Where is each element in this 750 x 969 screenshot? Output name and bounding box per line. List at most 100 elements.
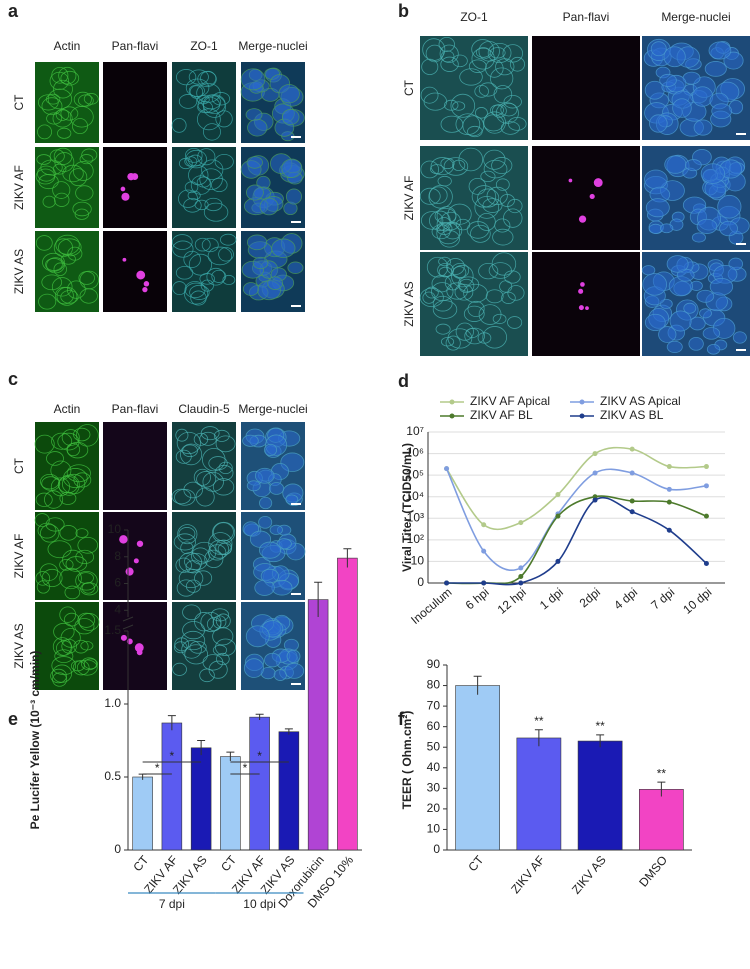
x-tick-label: 2dpi [577, 585, 603, 610]
cell [215, 110, 233, 128]
cell [436, 222, 461, 245]
cell [63, 612, 80, 627]
legend-swatch [449, 399, 455, 405]
point [481, 522, 487, 528]
cell [281, 158, 303, 179]
cell [471, 185, 497, 208]
cell [203, 202, 229, 222]
cell [420, 160, 440, 179]
x-tick-label: ZIKV AF [508, 853, 547, 896]
point [518, 574, 524, 580]
error-bar [473, 675, 482, 695]
error-bar [596, 734, 605, 748]
cell [691, 86, 714, 107]
cell [696, 218, 718, 234]
x-tick-label: CT [465, 852, 486, 874]
cell [176, 579, 196, 597]
y-tick-label: 60 [427, 719, 441, 733]
cell [708, 41, 732, 60]
micrograph-image [35, 602, 99, 690]
cell [219, 233, 237, 246]
cell [246, 156, 263, 169]
x-tick-label: ZIKV AS [569, 853, 609, 897]
micrograph-image [420, 36, 528, 140]
point [666, 527, 672, 533]
cell [438, 256, 452, 267]
cell [693, 119, 713, 136]
cell [483, 111, 506, 134]
row-label: ZIKV AS [12, 623, 26, 668]
cell [208, 532, 233, 555]
cell [260, 568, 279, 584]
bar [639, 789, 684, 851]
micrograph-image [35, 62, 99, 143]
point [629, 470, 635, 476]
cell [52, 672, 68, 687]
cell [180, 443, 203, 466]
cell [242, 282, 260, 296]
cell [247, 118, 268, 137]
error-bar [167, 715, 176, 731]
cell [208, 660, 228, 679]
legend-label: ZIKV AF BL [470, 408, 533, 422]
panel-letter: d [398, 371, 409, 391]
cell [474, 85, 489, 98]
cell [215, 652, 230, 666]
cell [440, 115, 464, 133]
cell [691, 232, 706, 243]
infected-cell [142, 286, 148, 293]
cell [202, 123, 221, 141]
cell [222, 274, 236, 286]
cell [73, 472, 92, 488]
cell [706, 343, 721, 355]
cell [509, 56, 525, 72]
cell [211, 177, 228, 193]
cell [171, 117, 187, 133]
micrograph [420, 36, 528, 140]
cell [37, 522, 57, 539]
cell [650, 41, 667, 57]
cell [171, 488, 192, 505]
micrograph [171, 231, 237, 312]
panel-letter: c [8, 369, 18, 389]
cell [642, 273, 668, 296]
y-tick-label: 8 [114, 549, 121, 563]
cell [38, 293, 57, 310]
cell [54, 649, 74, 664]
cell [194, 570, 213, 586]
cell [176, 431, 201, 455]
cell [187, 190, 201, 201]
cell [175, 265, 194, 280]
y-tick-label: 4 [114, 602, 121, 616]
cell [203, 95, 226, 118]
cell [35, 571, 51, 586]
cell [464, 327, 486, 345]
y-tick-label: 0 [417, 575, 424, 589]
cell [47, 88, 73, 110]
cell [47, 540, 72, 559]
cell [46, 257, 65, 274]
error-bar [197, 740, 206, 756]
cell [475, 47, 491, 58]
cell [500, 102, 518, 117]
point [555, 492, 561, 498]
cell [285, 188, 303, 205]
y-tick-label: 0 [433, 842, 440, 856]
cell [437, 175, 452, 187]
cell [176, 69, 197, 86]
cell [218, 461, 233, 475]
cell [178, 527, 196, 541]
cell [492, 228, 514, 246]
cell [35, 235, 53, 251]
cell [50, 460, 72, 481]
cell [644, 313, 666, 332]
cell [184, 644, 209, 665]
infected-cell [120, 186, 126, 192]
x-tick-label: CT [218, 852, 239, 874]
cell [246, 480, 261, 492]
cell [184, 281, 206, 299]
point [703, 483, 709, 489]
cell [194, 199, 209, 211]
cell [78, 613, 100, 631]
y-axis-label: Pe Lucifer Yellow (10⁻³ cm/min) [28, 651, 42, 830]
